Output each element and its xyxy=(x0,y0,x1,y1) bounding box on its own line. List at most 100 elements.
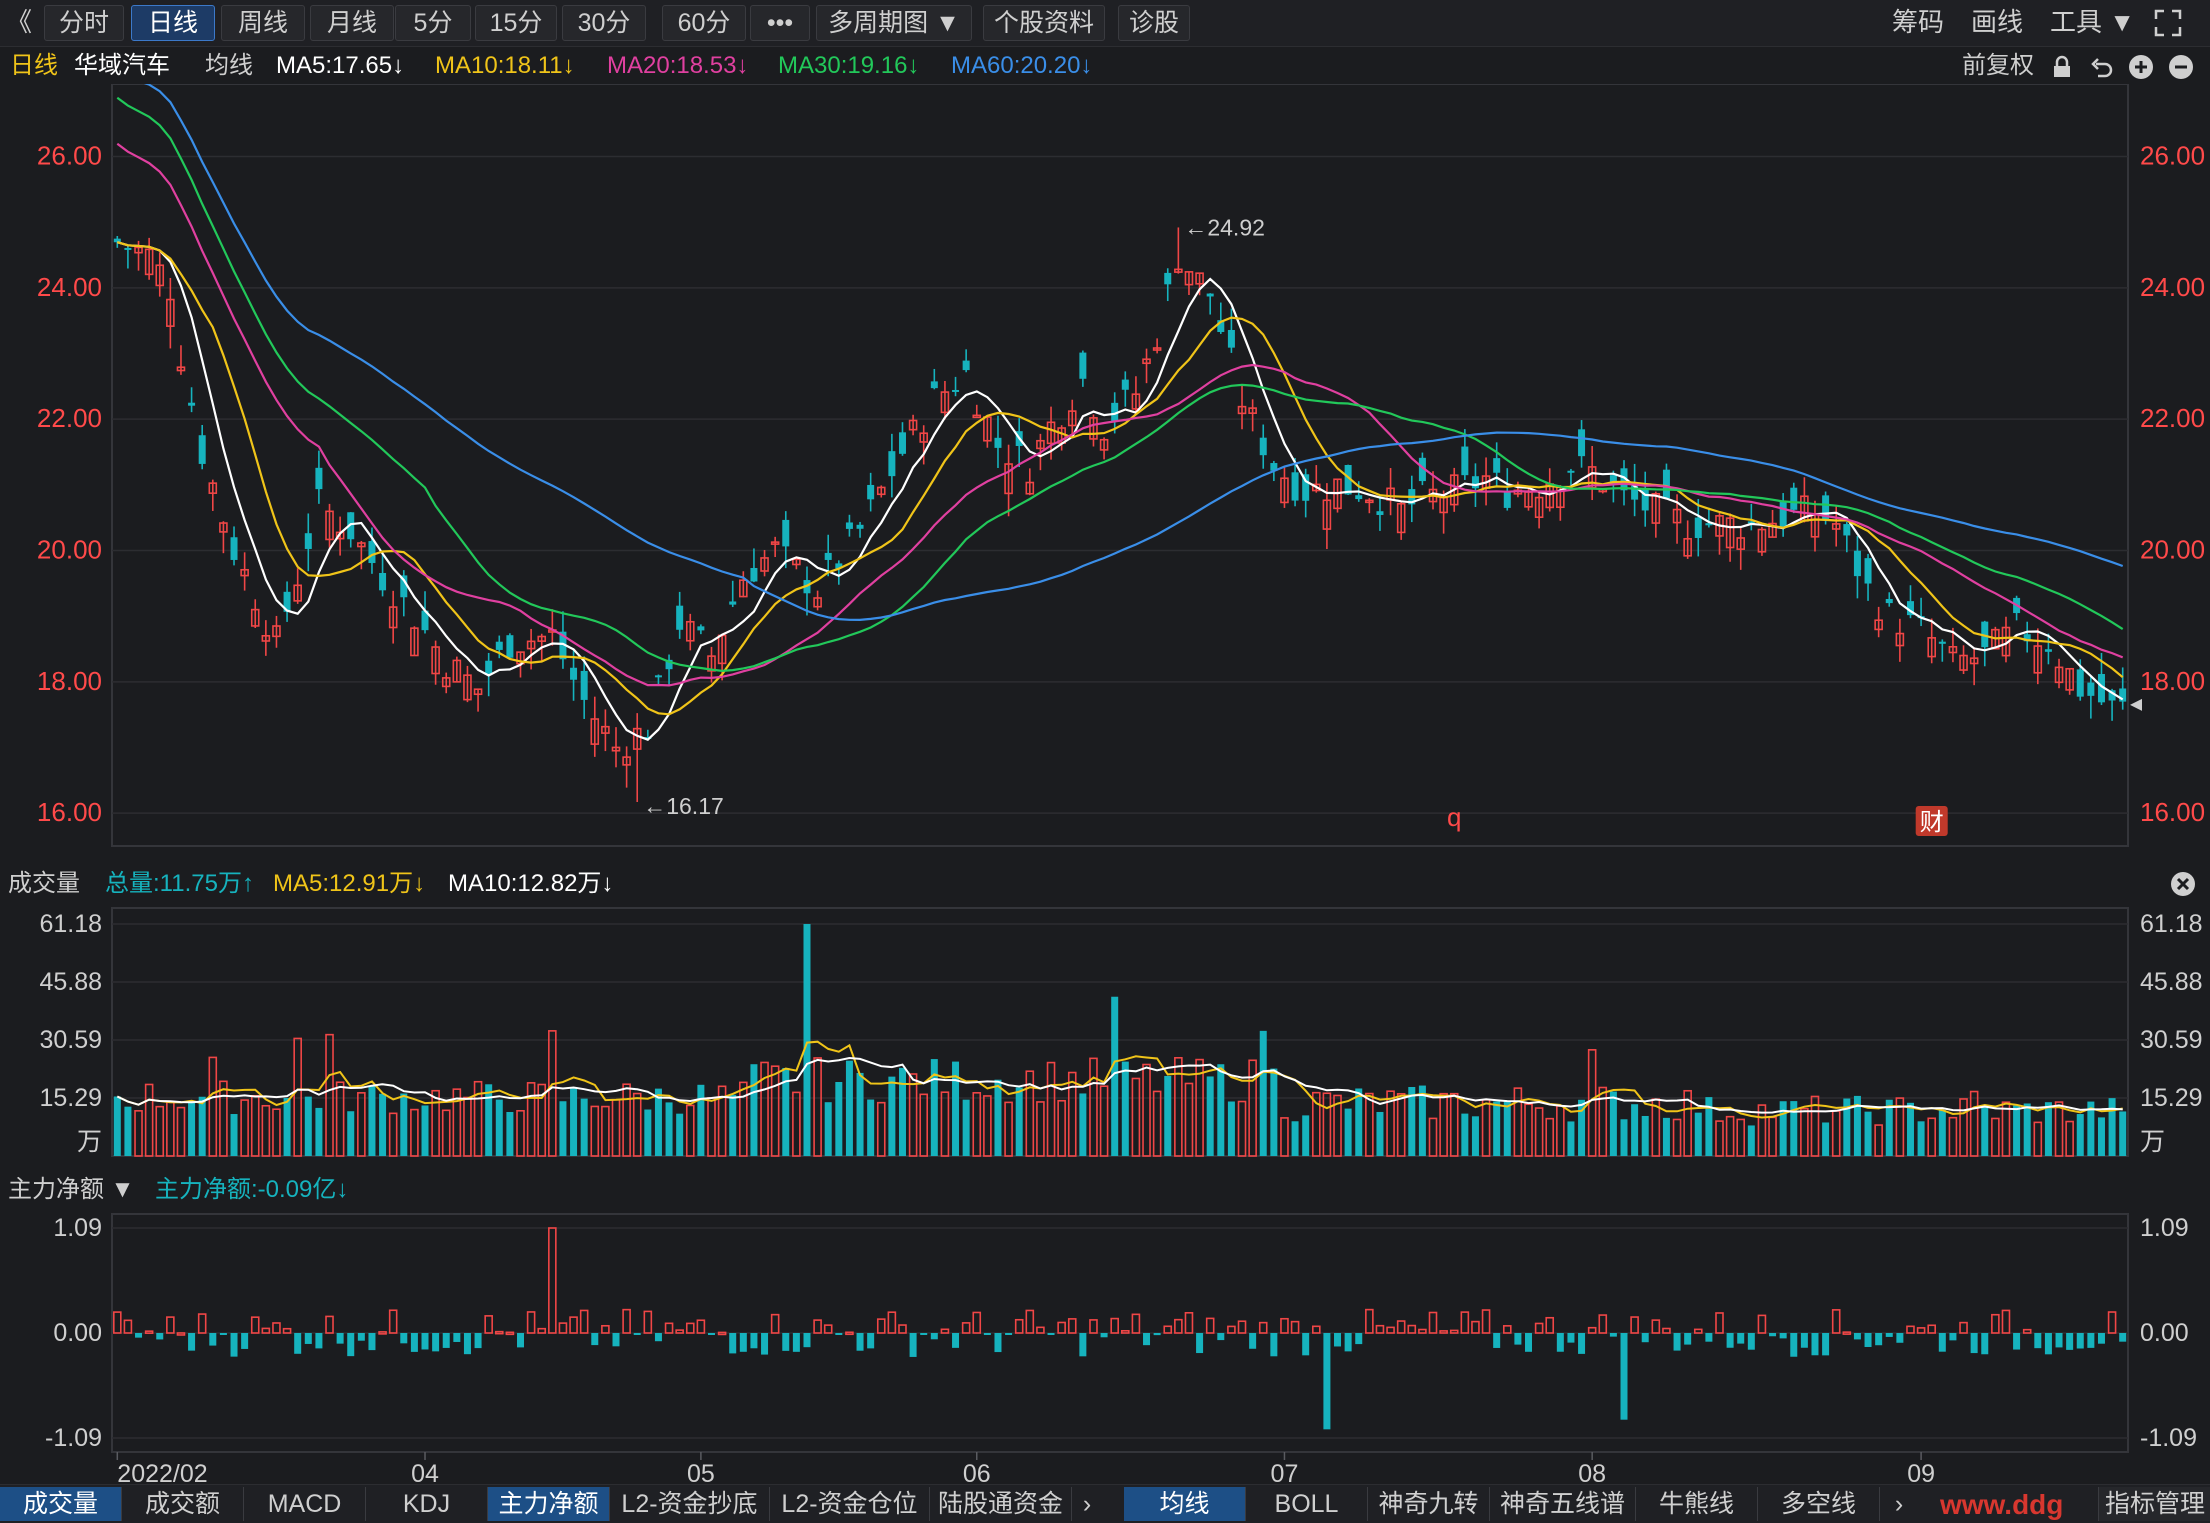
ma60-line xyxy=(143,84,2124,622)
close-icon[interactable] xyxy=(2170,871,2196,897)
flow-bar xyxy=(835,1333,843,1335)
tools-menu[interactable]: 工具 ▼ xyxy=(2050,7,2135,37)
volume-bar xyxy=(1641,1115,1649,1156)
volume-bar xyxy=(1662,1117,1670,1156)
kline-chart[interactable]: 16.00 16.00 18.00 18.00 20.00 20.00 22.00 22.00… xyxy=(0,84,2210,1484)
chip-distribution-button[interactable]: 筹码 xyxy=(1892,7,1945,37)
zoom-out-icon[interactable] xyxy=(2168,54,2194,80)
flow-bar xyxy=(1407,1324,1417,1334)
tab-2[interactable]: 成交额 xyxy=(122,1487,244,1521)
volume-bar xyxy=(908,1073,918,1157)
flow-title[interactable]: 主力净额 ▼ xyxy=(8,1176,135,1203)
tab-1[interactable]: 成交量 xyxy=(0,1487,122,1521)
tab-monthly[interactable]: 月线 xyxy=(310,5,394,41)
tabs-scroll-right[interactable]: › xyxy=(1082,1490,1092,1518)
flow-bar xyxy=(1460,1311,1470,1334)
flow-bar xyxy=(761,1333,769,1355)
overlay-tab-2[interactable]: BOLL xyxy=(1246,1487,1368,1521)
candle-body xyxy=(930,381,938,389)
flow-bar xyxy=(1822,1333,1830,1356)
price-tick-label: 20.00 xyxy=(37,535,102,565)
tab-daily[interactable]: 日线 xyxy=(131,5,215,41)
candle-body xyxy=(1227,329,1235,348)
candle-body xyxy=(1959,654,1968,671)
overlay-tab-6[interactable]: 多空线 xyxy=(1758,1487,1880,1521)
fuquan-button[interactable]: 前复权 xyxy=(1962,52,2034,79)
x-tick-label: 06 xyxy=(963,1460,991,1484)
flow-bar xyxy=(517,1333,525,1348)
candle-body xyxy=(506,635,514,658)
overlay-tab-1[interactable]: 均线 xyxy=(1124,1487,1246,1521)
candle-body xyxy=(188,402,196,406)
q-marker: q xyxy=(1447,802,1461,832)
zoom-in-icon[interactable] xyxy=(2128,54,2154,80)
volume-tick-label: 30.59 xyxy=(39,1026,102,1054)
candle-body xyxy=(1237,405,1247,415)
volume-bar xyxy=(2023,1103,2031,1156)
volume-bar xyxy=(431,1089,440,1157)
candle-body xyxy=(495,641,503,650)
stock-info-button[interactable]: 个股资料 xyxy=(983,5,1105,41)
volume-title[interactable]: 成交量 xyxy=(8,870,80,897)
tab-3[interactable]: MACD xyxy=(244,1487,366,1521)
drawing-button[interactable]: 画线 xyxy=(1971,7,2024,37)
overlay-tab-4[interactable]: 神奇五线谱 xyxy=(1490,1487,1636,1521)
flow-bar xyxy=(474,1333,482,1349)
candle-body xyxy=(410,627,419,657)
flow-bar xyxy=(2055,1333,2063,1348)
flow-bar xyxy=(442,1333,450,1348)
volume-bar xyxy=(1365,1092,1374,1157)
volume-bar xyxy=(176,1106,186,1157)
flow-bar xyxy=(1110,1317,1119,1334)
flow-bar xyxy=(1227,1325,1236,1334)
flow-bar xyxy=(113,1311,122,1334)
collapse-icon[interactable]: 《 xyxy=(6,7,33,37)
volume-bar xyxy=(590,1105,600,1157)
candle-body xyxy=(421,610,429,631)
volume-bar xyxy=(272,1108,281,1157)
tab-weekly[interactable]: 周线 xyxy=(221,5,305,41)
candle-body xyxy=(1757,528,1767,553)
lock-icon[interactable] xyxy=(2050,55,2074,79)
tab-6[interactable]: L2-资金抄底 xyxy=(610,1487,770,1521)
candle-body xyxy=(1111,402,1119,422)
volume-bar xyxy=(1237,1100,1247,1157)
volume-bar xyxy=(952,1061,960,1156)
indicator-manage-button[interactable]: 指标管理 xyxy=(2098,1487,2210,1521)
candle-body xyxy=(1662,469,1670,499)
volume-tick-label: 45.88 xyxy=(39,968,102,996)
volume-bar xyxy=(1259,1030,1267,1156)
ma-label[interactable]: 均线 xyxy=(205,52,253,79)
volume-bars xyxy=(113,924,2127,1157)
undo-icon[interactable] xyxy=(2090,55,2114,79)
candle-body xyxy=(750,567,758,582)
flow-bar xyxy=(2076,1333,2084,1349)
tab-5min[interactable]: 5分 xyxy=(395,5,471,41)
tab-30min[interactable]: 30分 xyxy=(562,5,646,41)
multi-period-button[interactable]: 多周期图 ▼ xyxy=(816,5,972,41)
x-tick-label: 08 xyxy=(1578,1460,1606,1484)
overlay-tab-3[interactable]: 神奇九转 xyxy=(1368,1487,1490,1521)
flow-bar xyxy=(1005,1333,1013,1335)
volume-bar xyxy=(1439,1092,1448,1157)
more-button[interactable]: ••• xyxy=(750,5,810,41)
flow-bar xyxy=(1143,1333,1151,1346)
flow-bar xyxy=(123,1319,133,1334)
overlay-tab-5[interactable]: 牛熊线 xyxy=(1636,1487,1758,1521)
tab-7[interactable]: L2-资金仓位 xyxy=(770,1487,930,1521)
candle-body xyxy=(1322,499,1332,530)
tabs-scroll-right-2[interactable]: › xyxy=(1894,1490,1904,1518)
tab-4[interactable]: KDJ xyxy=(366,1487,488,1521)
fullscreen-icon[interactable] xyxy=(2153,8,2183,38)
tab-60min[interactable]: 60分 xyxy=(662,5,746,41)
volume-bar xyxy=(1004,1101,1013,1157)
volume-bar xyxy=(835,1081,843,1156)
flow-bar xyxy=(1439,1330,1448,1334)
ma10-line xyxy=(116,241,2124,716)
x-tick-label: 2022/02 xyxy=(117,1460,207,1484)
tab-fenshi[interactable]: 分时 xyxy=(44,5,124,41)
diagnosis-button[interactable]: 诊股 xyxy=(1118,5,1190,41)
tab-15min[interactable]: 15分 xyxy=(475,5,557,41)
tab-8[interactable]: 陆股通资金 xyxy=(930,1487,1072,1521)
tab-5[interactable]: 主力净额 xyxy=(488,1487,610,1521)
